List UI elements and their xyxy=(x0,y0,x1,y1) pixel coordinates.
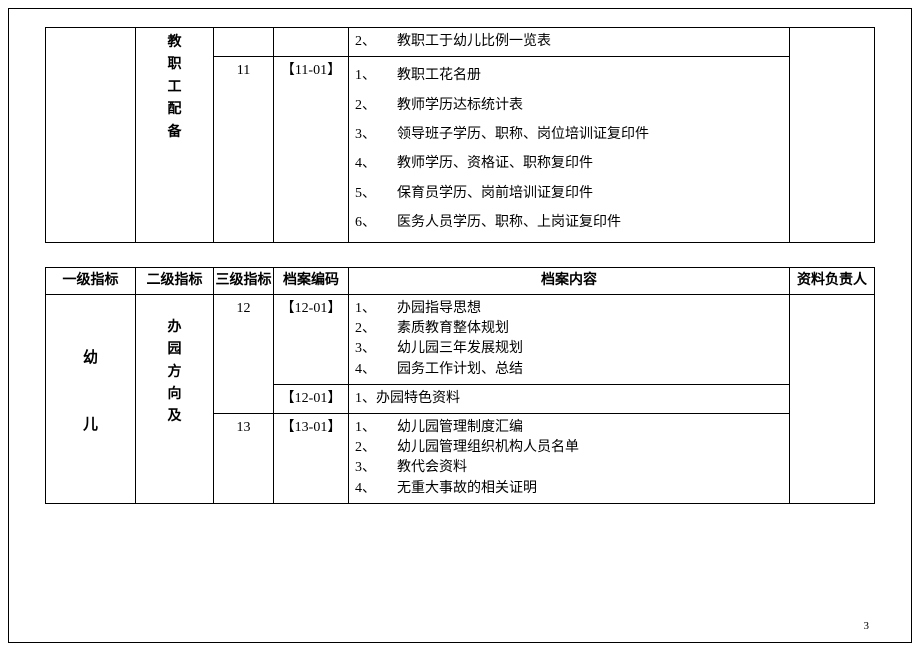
hdr-content: 档案内容 xyxy=(349,267,790,294)
cell-content: 1、教职工花名册2、教师学历达标统计表3、领导班子学历、职称、岗位培训证复印件4… xyxy=(349,57,790,242)
cell-content: 2、教职工于幼儿比例一览表 xyxy=(349,28,790,57)
content-list: 1、办园指导思想2、素质教育整体规划3、幼儿园三年发展规划4、园务工作计划、总结 xyxy=(349,295,789,384)
cell-content: 1、办园特色资料 xyxy=(349,385,790,414)
cell-l1: 幼儿 xyxy=(46,294,136,503)
content-list: 1、幼儿园管理制度汇编2、幼儿园管理组织机构人员名单3、教代会资料4、无重大事故… xyxy=(349,414,789,503)
vchar: 方 xyxy=(136,362,213,384)
item-number: 5、 xyxy=(355,179,397,208)
vchar: 工 xyxy=(136,77,213,99)
page-number: 3 xyxy=(864,620,870,632)
list-item: 3、教代会资料 xyxy=(355,458,783,478)
cell-l3: 11 xyxy=(214,57,274,242)
item-text: 幼儿园管理组织机构人员名单 xyxy=(397,440,579,455)
list-item: 3、幼儿园三年发展规划 xyxy=(355,339,783,359)
vchar: 儿 xyxy=(46,392,135,460)
cell-l3: 12 xyxy=(214,294,274,413)
item-number: 4、 xyxy=(355,360,397,380)
list-item: 4、教师学历、资格证、职称复印件 xyxy=(355,149,783,178)
page-frame: 教职工配备 2、教职工于幼儿比例一览表 11 【11-01】 1、教职工花名册2… xyxy=(8,8,912,643)
item-text: 办园指导思想 xyxy=(397,301,481,316)
table-2: 一级指标 二级指标 三级指标 档案编码 档案内容 资料负责人 幼儿 办园方向及 … xyxy=(45,267,875,504)
item-text: 幼儿园管理制度汇编 xyxy=(397,420,523,435)
hdr-owner: 资料负责人 xyxy=(790,267,875,294)
item-text: 医务人员学历、职称、上岗证复印件 xyxy=(397,215,621,230)
cell-owner-empty xyxy=(790,28,875,243)
item-text: 教师学历、资格证、职称复印件 xyxy=(397,156,593,171)
item-text: 教职工花名册 xyxy=(397,68,481,83)
item-text: 领导班子学历、职称、岗位培训证复印件 xyxy=(397,127,649,142)
vchar: 及 xyxy=(136,406,213,428)
item-number: 4、 xyxy=(355,479,397,499)
item-text: 教职工于幼儿比例一览表 xyxy=(397,34,551,49)
cell-l3: 13 xyxy=(214,413,274,503)
cell-code-empty xyxy=(274,28,349,57)
list-item: 2、教师学历达标统计表 xyxy=(355,91,783,120)
item-number: 1、 xyxy=(355,418,397,438)
list-item: 4、园务工作计划、总结 xyxy=(355,360,783,380)
item-text: 幼儿园三年发展规划 xyxy=(397,341,523,356)
hdr-l2: 二级指标 xyxy=(136,267,214,294)
list-item: 1、教职工花名册 xyxy=(355,61,783,90)
cell-l2: 办园方向及 xyxy=(136,294,214,503)
item-number: 2、 xyxy=(355,32,397,52)
item-number: 2、 xyxy=(355,319,397,339)
item-text: 素质教育整体规划 xyxy=(397,321,509,336)
list-item: 5、保育员学历、岗前培训证复印件 xyxy=(355,179,783,208)
content-list: 2、教职工于幼儿比例一览表 xyxy=(349,28,789,56)
item-text: 教师学历达标统计表 xyxy=(397,98,523,113)
item-number: 4、 xyxy=(355,149,397,178)
cell-code: 【12-01】 xyxy=(274,294,349,384)
table-spacer xyxy=(45,243,875,267)
item-number: 3、 xyxy=(355,120,397,149)
table-header-row: 一级指标 二级指标 三级指标 档案编码 档案内容 资料负责人 xyxy=(46,267,875,294)
item-number: 1、 xyxy=(355,299,397,319)
vchar: 幼 xyxy=(46,325,135,393)
vchar: 配 xyxy=(136,99,213,121)
item-number: 2、 xyxy=(355,91,397,120)
cell-code: 【11-01】 xyxy=(274,57,349,242)
cell-code: 【12-01】 xyxy=(274,385,349,414)
item-text: 保育员学历、岗前培训证复印件 xyxy=(397,186,593,201)
item-number: 1、 xyxy=(355,61,397,90)
vchar: 职 xyxy=(136,54,213,76)
item-number: 3、 xyxy=(355,458,397,478)
cell-owner-empty xyxy=(790,294,875,503)
list-item: 1、幼儿园管理制度汇编 xyxy=(355,418,783,438)
item-number: 3、 xyxy=(355,339,397,359)
item-text: 无重大事故的相关证明 xyxy=(397,481,537,496)
item-number: 2、 xyxy=(355,438,397,458)
content-list: 1、教职工花名册2、教师学历达标统计表3、领导班子学历、职称、岗位培训证复印件4… xyxy=(349,57,789,241)
vchar: 园 xyxy=(136,339,213,361)
cell-content: 1、办园指导思想2、素质教育整体规划3、幼儿园三年发展规划4、园务工作计划、总结 xyxy=(349,294,790,384)
hdr-code: 档案编码 xyxy=(274,267,349,294)
vchar: 办 xyxy=(136,317,213,339)
item-text: 园务工作计划、总结 xyxy=(397,362,523,377)
list-item: 2、幼儿园管理组织机构人员名单 xyxy=(355,438,783,458)
table-row: 教职工配备 2、教职工于幼儿比例一览表 xyxy=(46,28,875,57)
hdr-l3: 三级指标 xyxy=(214,267,274,294)
vchar: 向 xyxy=(136,384,213,406)
cell-code: 【13-01】 xyxy=(274,413,349,503)
list-item: 2、素质教育整体规划 xyxy=(355,319,783,339)
list-item: 1、办园指导思想 xyxy=(355,299,783,319)
cell-content: 1、幼儿园管理制度汇编2、幼儿园管理组织机构人员名单3、教代会资料4、无重大事故… xyxy=(349,413,790,503)
item-number: 6、 xyxy=(355,208,397,237)
cell-l2-staff: 教职工配备 xyxy=(136,28,214,243)
item-text: 教代会资料 xyxy=(397,460,467,475)
list-item: 4、无重大事故的相关证明 xyxy=(355,479,783,499)
list-item: 3、领导班子学历、职称、岗位培训证复印件 xyxy=(355,120,783,149)
cell-l3-empty xyxy=(214,28,274,57)
hdr-l1: 一级指标 xyxy=(46,267,136,294)
cell-l1-empty xyxy=(46,28,136,243)
vchar: 教 xyxy=(136,32,213,54)
list-item: 2、教职工于幼儿比例一览表 xyxy=(355,32,783,52)
list-item: 6、医务人员学历、职称、上岗证复印件 xyxy=(355,208,783,237)
table-1: 教职工配备 2、教职工于幼儿比例一览表 11 【11-01】 1、教职工花名册2… xyxy=(45,27,875,243)
table-row: 幼儿 办园方向及 12 【12-01】 1、办园指导思想2、素质教育整体规划3、… xyxy=(46,294,875,384)
vchar: 备 xyxy=(136,122,213,144)
